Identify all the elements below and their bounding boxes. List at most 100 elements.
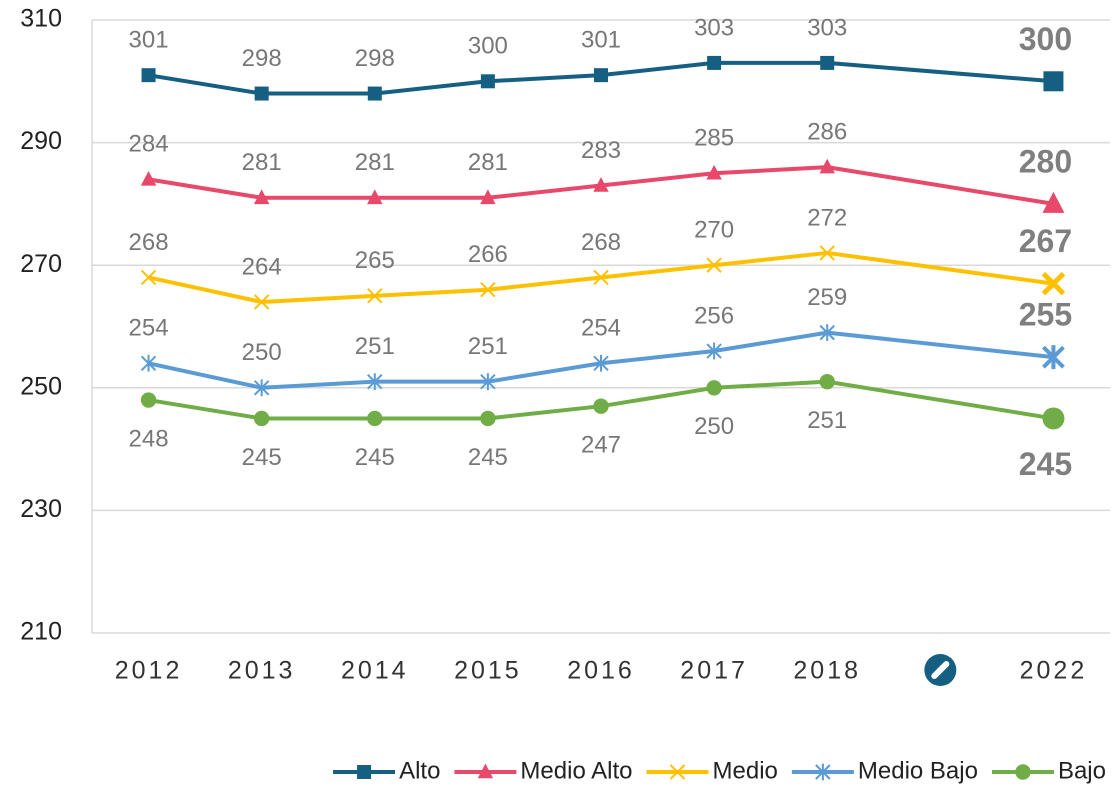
data-label: 268: [129, 229, 169, 256]
marker: [253, 410, 270, 427]
marker: [594, 68, 608, 83]
legend-label: Medio Alto: [520, 757, 632, 784]
legend: Alto Medio Alto Medio Medio Bajo Bajo: [333, 757, 1106, 784]
marker: [1043, 71, 1064, 92]
x-tick-label: 2017: [680, 657, 748, 685]
gap-connector: [826, 379, 1054, 421]
marker: [593, 269, 609, 286]
marker: [706, 380, 722, 396]
gap-connector: [827, 330, 1054, 360]
legend-label: Medio: [713, 757, 778, 784]
data-label: 245: [468, 444, 508, 471]
data-label: 256: [694, 302, 734, 329]
marker: [593, 177, 609, 192]
data-label: 301: [581, 27, 621, 54]
marker: [140, 354, 157, 372]
data-label: 303: [807, 14, 847, 41]
data-label: 245: [355, 444, 395, 471]
series: 268 264 265 266 268 270 272 267: [129, 204, 1072, 310]
marker: [819, 158, 835, 174]
marker: [1042, 407, 1065, 430]
data-label: 254: [581, 315, 621, 342]
marker: [815, 763, 831, 781]
data-label: 281: [468, 149, 508, 176]
data-label: 267: [1019, 223, 1072, 259]
x-tick-label: 2018: [793, 657, 861, 685]
marker: [819, 373, 835, 390]
data-label: 298: [355, 45, 395, 72]
data-label: 265: [355, 247, 395, 274]
marker: [253, 189, 270, 205]
marker: [1015, 764, 1031, 780]
marker: [706, 342, 722, 360]
marker: [480, 373, 496, 391]
marker: [357, 765, 372, 779]
marker: [140, 269, 157, 286]
marker: [819, 324, 835, 342]
y-tick-label: 250: [20, 372, 62, 400]
data-label: 270: [694, 217, 734, 244]
marker: [593, 354, 609, 372]
data-label: 247: [581, 432, 621, 459]
data-label: 248: [129, 425, 169, 452]
gap-connector: [826, 165, 1054, 206]
data-label: 254: [129, 315, 169, 342]
marker: [593, 398, 609, 414]
y-tick-label: 310: [20, 5, 62, 33]
y-tick-label: 210: [20, 618, 62, 646]
marker: [367, 373, 383, 391]
legend-label: Medio Bajo: [858, 757, 978, 784]
marker: [669, 764, 686, 780]
data-label: 286: [807, 118, 847, 145]
data-label: 245: [242, 444, 282, 471]
marker: [141, 68, 156, 83]
marker: [706, 164, 722, 180]
marker: [707, 55, 722, 70]
data-label: 280: [1019, 143, 1072, 179]
data-label: 281: [355, 149, 395, 176]
data-label: 272: [807, 204, 847, 231]
data-label: 250: [694, 413, 734, 440]
marker: [477, 763, 494, 779]
y-tick-label: 230: [20, 495, 62, 523]
data-label: 264: [242, 253, 282, 280]
x-tick-label: 2014: [341, 657, 409, 685]
marker: [480, 282, 496, 298]
x-tick-label: 2013: [228, 657, 296, 685]
data-label: 266: [468, 241, 508, 268]
data-label: 284: [129, 131, 169, 158]
marker: [253, 294, 270, 310]
marker: [480, 189, 496, 205]
marker: [253, 379, 270, 397]
marker: [480, 74, 495, 89]
icon: [924, 654, 957, 686]
marker: [140, 392, 157, 408]
data-label: 285: [694, 125, 734, 152]
data-label: 301: [129, 27, 169, 54]
x-tick-label: 2022: [1020, 657, 1088, 685]
marker: [367, 86, 382, 101]
marker: [367, 189, 383, 205]
series: 248 245 245 245 247 250 251 245: [129, 373, 1072, 482]
marker: [820, 55, 835, 70]
marker: [819, 245, 835, 261]
gap-connector: [826, 250, 1054, 286]
marker: [254, 86, 269, 101]
data-label: 251: [468, 333, 508, 360]
marker: [1042, 191, 1065, 213]
data-label: 251: [807, 407, 847, 434]
marker: [140, 170, 157, 186]
data-label: 268: [581, 229, 621, 256]
gap-connector: [827, 60, 1054, 84]
data-label: 250: [242, 339, 282, 366]
marker: [480, 410, 496, 427]
series: 254 250 251 251 254 256 259 255: [129, 284, 1072, 397]
marker: [367, 410, 383, 427]
legend-label: Bajo: [1058, 757, 1106, 784]
data-label: 281: [242, 149, 282, 176]
series: 284 281 281 281 283 285 286 280: [129, 118, 1072, 213]
marker: [1041, 271, 1066, 296]
icon-stripe: [931, 661, 950, 679]
